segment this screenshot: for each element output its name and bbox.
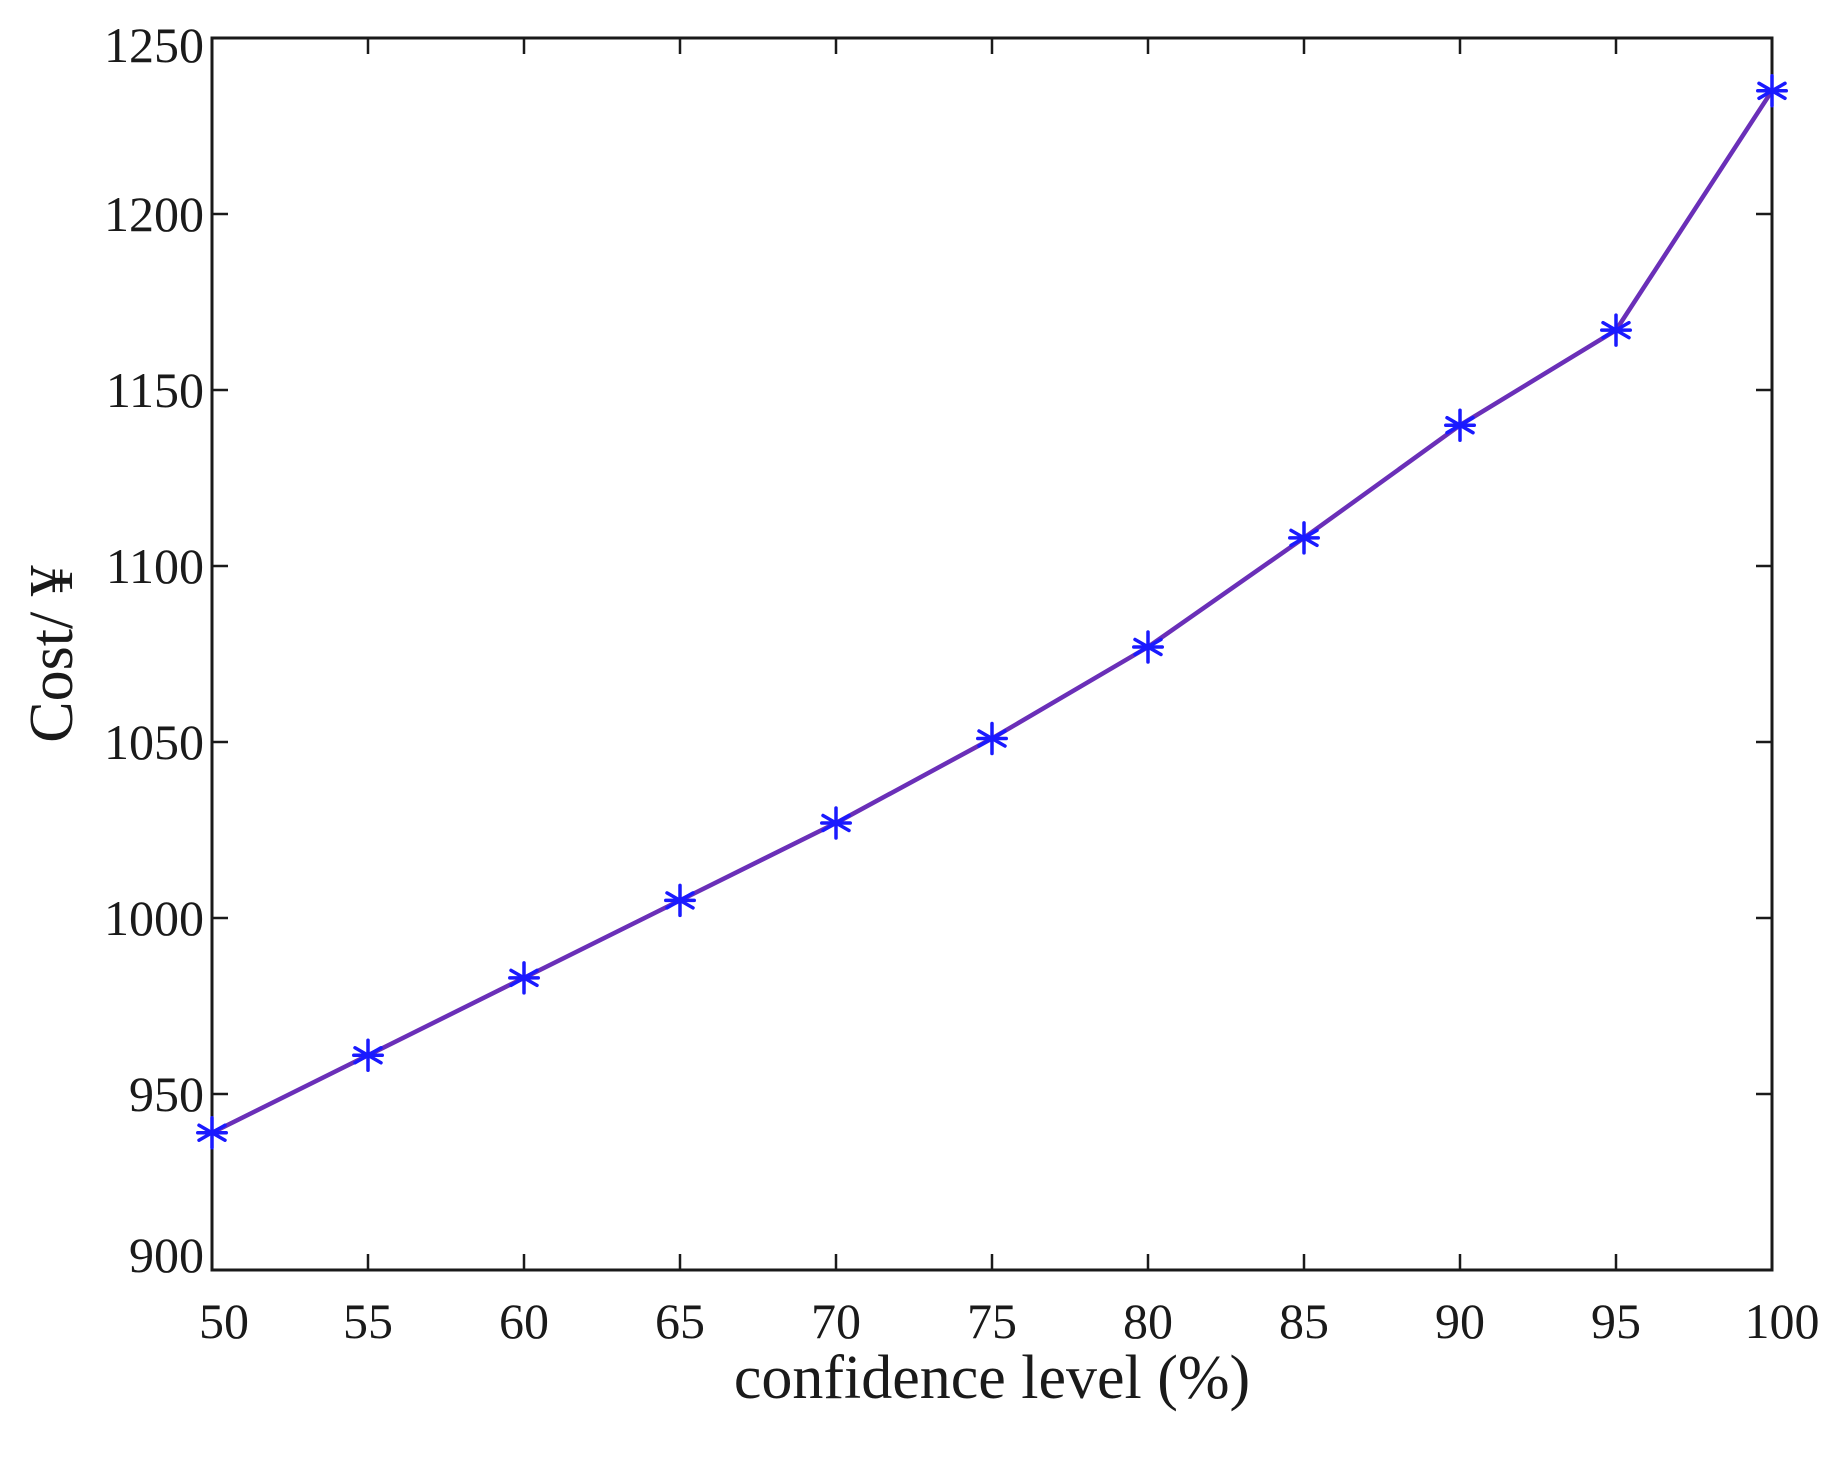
- data-point-marker: [1132, 630, 1164, 664]
- data-point-marker: [196, 1115, 228, 1150]
- y-tick-label: 950: [129, 1066, 204, 1122]
- y-tick-label: 900: [129, 1227, 204, 1283]
- x-tick-label: 55: [343, 1293, 393, 1349]
- x-tick-label: 95: [1591, 1293, 1641, 1349]
- x-tick-label: 50: [199, 1293, 249, 1349]
- data-point-marker: [820, 806, 852, 840]
- y-tick-label: 1050: [104, 714, 204, 770]
- x-tick-label: 80: [1123, 1293, 1173, 1349]
- data-point-marker: [1756, 74, 1788, 108]
- x-tick-label: 85: [1279, 1293, 1329, 1349]
- y-axis-label: Cost/ ¥: [18, 565, 86, 742]
- series-line: [210, 89, 1774, 1135]
- data-point-marker: [664, 883, 696, 918]
- y-axis-ticks: 900 950 1000 1050 1100 1150 1200 1250: [104, 17, 1772, 1283]
- x-tick-label: 60: [499, 1293, 549, 1349]
- x-tick-label: 100: [1745, 1293, 1820, 1349]
- x-tick-label: 70: [811, 1293, 861, 1349]
- x-tick-label: 65: [655, 1293, 705, 1349]
- data-point-marker: [1600, 313, 1632, 347]
- x-tick-label: 75: [967, 1293, 1017, 1349]
- x-axis-label: confidence level (%): [734, 1344, 1250, 1412]
- x-axis-ticks: 50 55 60 65 70 75 80 85 90 95 100: [199, 38, 1820, 1349]
- y-tick-label: 1150: [106, 362, 204, 418]
- plot-area: [210, 36, 1774, 1272]
- y-tick-label: 1250: [104, 17, 204, 73]
- data-point-marker: [352, 1038, 384, 1073]
- x-tick-label: 90: [1435, 1293, 1485, 1349]
- data-point-marker: [976, 721, 1008, 756]
- y-tick-label: 1000: [104, 890, 204, 946]
- y-tick-label: 1100: [106, 538, 204, 594]
- data-point-marker: [508, 961, 540, 995]
- data-point-marker: [1288, 521, 1320, 555]
- y-tick-label: 1200: [104, 186, 204, 242]
- data-point-marker: [1444, 408, 1476, 442]
- series-layer: [196, 74, 1788, 1150]
